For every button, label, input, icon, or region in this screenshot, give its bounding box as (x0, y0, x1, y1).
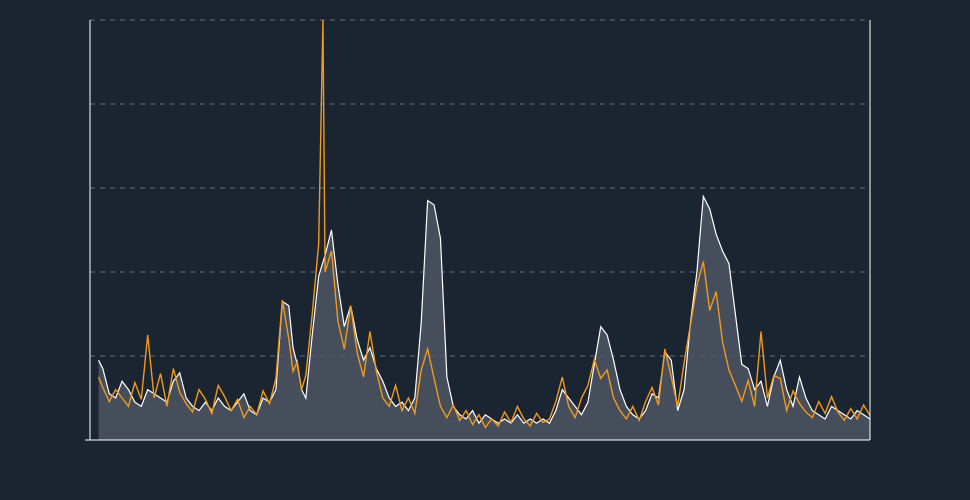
volatility-line (99, 196, 870, 423)
btc-usd-line (99, 20, 870, 427)
volatility-chart (0, 0, 970, 500)
